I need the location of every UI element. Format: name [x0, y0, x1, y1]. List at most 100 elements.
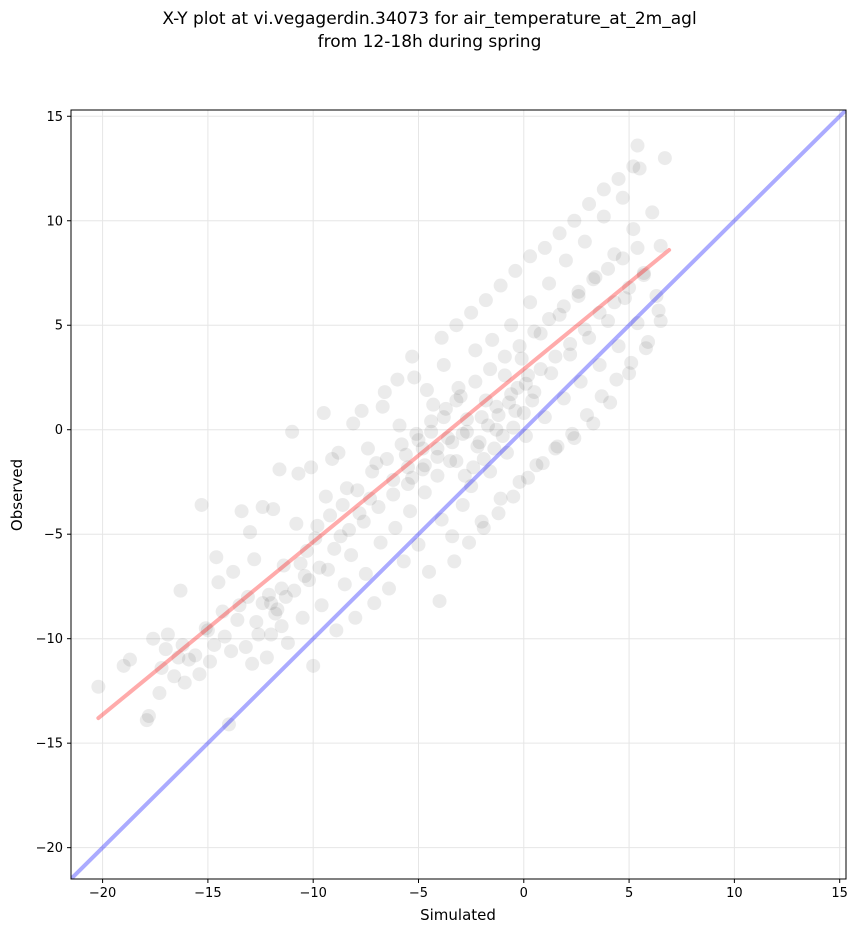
scatter-point [192, 667, 207, 682]
scatter-point [626, 159, 641, 174]
scatter-point [230, 612, 245, 627]
scatter-point [177, 675, 192, 690]
scatter-point [350, 483, 365, 498]
scatter-point [333, 529, 348, 544]
scatter-point [382, 581, 397, 596]
scatter-point [544, 366, 559, 381]
scatter-point [320, 562, 335, 577]
scatter-point [215, 604, 230, 619]
scatter-point [259, 650, 274, 665]
scatter-point [607, 295, 622, 310]
scatter-point [392, 418, 407, 433]
scatter-point [573, 374, 588, 389]
scatter-point [487, 441, 502, 456]
scatter-point [586, 272, 601, 287]
scatter-point [455, 497, 470, 512]
scatter-point [396, 554, 411, 569]
scatter-point [278, 589, 293, 604]
scatter-point [289, 516, 304, 531]
scatter-point [527, 385, 542, 400]
scatter-point [400, 477, 415, 492]
scatter-point [601, 261, 616, 276]
scatter-point [630, 240, 645, 255]
scatter-point [638, 341, 653, 356]
scatter-point [641, 334, 656, 349]
scatter-point [571, 288, 586, 303]
scatter-point [325, 451, 340, 466]
scatter-point [577, 322, 592, 337]
scatter-point [430, 449, 445, 464]
scatter-point [424, 424, 439, 439]
scatter-point [344, 548, 359, 563]
scatter-point [424, 414, 439, 429]
scatter-point [653, 238, 668, 253]
scatter-point [394, 437, 409, 452]
scatter-point [226, 564, 241, 579]
scatter-point [556, 391, 571, 406]
scatter-point [318, 489, 333, 504]
scatter-point [552, 307, 567, 322]
y-tick-label: 10 [46, 214, 63, 229]
scatter-point [261, 587, 276, 602]
scatter-point [480, 418, 495, 433]
scatter-point [224, 644, 239, 659]
scatter-point [489, 399, 504, 414]
scatter-point [622, 366, 637, 381]
scatter-point [116, 658, 131, 673]
scatter-point [537, 410, 552, 425]
scatter-point [323, 508, 338, 523]
scatter-point [474, 410, 489, 425]
x-tick-label: 0 [520, 886, 528, 901]
scatter-point [577, 234, 592, 249]
scatter-point [240, 589, 255, 604]
scatter-point [457, 468, 472, 483]
scatter-point [636, 265, 651, 280]
scatter-point [609, 372, 624, 387]
scatter-point [529, 458, 544, 473]
scatter-point [468, 343, 483, 358]
scatter-point [316, 406, 331, 421]
plot-frame [70, 109, 847, 880]
scatter-point [301, 573, 316, 588]
scatter-point [335, 497, 350, 512]
scatter-point [270, 602, 285, 617]
scatter-point [375, 399, 390, 414]
scatter-point [611, 171, 626, 186]
scatter-point [291, 466, 306, 481]
scatter-point [510, 380, 525, 395]
scatter-point [407, 370, 422, 385]
scatter-point [533, 362, 548, 377]
scatter-point [582, 197, 597, 212]
scatter-point [440, 431, 455, 446]
scatter-point [596, 182, 611, 197]
scatter-point [194, 497, 209, 512]
scatter-point [314, 598, 329, 613]
scatter-point [434, 330, 449, 345]
y-tick-label: −20 [36, 841, 63, 856]
scatter-point [615, 251, 630, 266]
scatter-point [567, 431, 582, 446]
scatter-point [430, 468, 445, 483]
scatter-point [371, 500, 386, 515]
scatter-point [354, 403, 369, 418]
regression-line [96, 248, 672, 721]
scatter-point [617, 291, 632, 306]
scatter-point [443, 454, 458, 469]
scatter-point [173, 583, 188, 598]
x-tick-label: 5 [625, 886, 633, 901]
scatter-point [188, 648, 203, 663]
scatter-point [447, 554, 462, 569]
scatter-point [417, 458, 432, 473]
scatter-point [360, 441, 375, 456]
scatter-point [243, 525, 258, 540]
scatter-point [202, 654, 217, 669]
scatter-point [299, 543, 314, 558]
scatter-point [548, 441, 563, 456]
scatter-point [211, 575, 226, 590]
y-tick-label: −5 [44, 528, 63, 543]
scatter-point [293, 556, 308, 571]
scatter-point [563, 347, 578, 362]
scatter-point [542, 276, 557, 291]
scatter-point [403, 504, 418, 519]
scatter-point [207, 637, 222, 652]
